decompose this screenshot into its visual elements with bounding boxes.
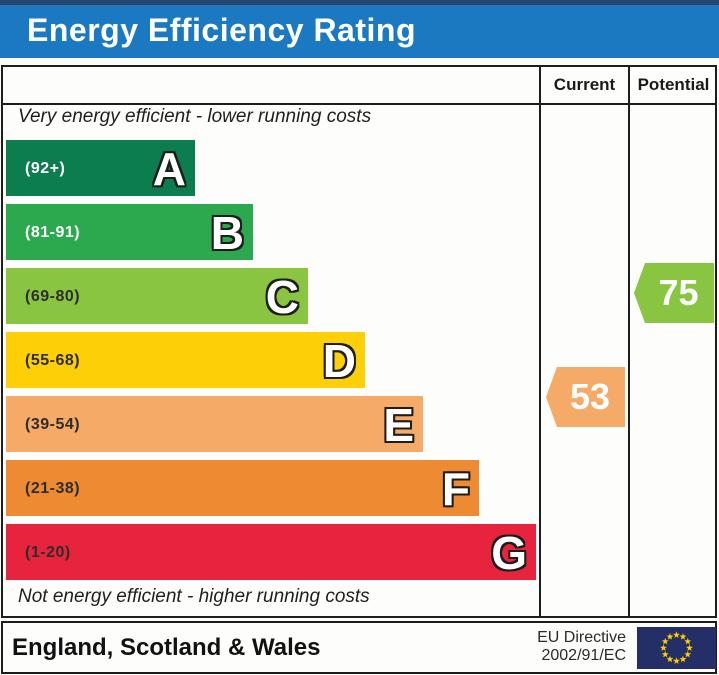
- band-letter: C: [265, 271, 299, 323]
- band-letter: A: [152, 143, 186, 195]
- band-range-label: (39-54): [25, 416, 81, 433]
- bottom-caption: Not energy efficient - higher running co…: [18, 586, 370, 607]
- band-range-label: (1-20): [25, 544, 71, 561]
- current-column-divider: [539, 65, 541, 618]
- top-caption: Very energy efficient - lower running co…: [18, 106, 372, 127]
- header-row-divider: [1, 103, 717, 105]
- current-rating-value: 53: [569, 376, 611, 417]
- band-letter: E: [383, 399, 414, 451]
- band-bar-a: (92+) A: [6, 140, 195, 196]
- band-range-label: (55-68): [25, 352, 81, 369]
- current-column-header: Current: [553, 75, 616, 94]
- region-label: England, Scotland & Wales: [12, 634, 321, 661]
- potential-column-header: Potential: [637, 75, 710, 94]
- page-title: Energy Efficiency Rating: [27, 12, 416, 48]
- current-rating-arrow: 53: [546, 367, 625, 427]
- band-letter: F: [441, 463, 470, 515]
- band-range-label: (81-91): [25, 224, 81, 241]
- band-letter: D: [322, 335, 356, 387]
- band-range-label: (21-38): [25, 480, 81, 497]
- eu-directive-label: EU Directive 2002/91/EC: [466, 629, 626, 665]
- eu-flag-icon: [637, 627, 716, 669]
- potential-column-divider: [628, 65, 630, 618]
- potential-rating-value: 75: [658, 272, 699, 313]
- band-range-label: (92+): [25, 160, 66, 177]
- title-bar: Energy Efficiency Rating: [0, 0, 719, 58]
- footer: [1, 621, 717, 674]
- band-bar-b: (81-91) B: [6, 204, 253, 260]
- eu-directive-line2: 2002/91/EC: [541, 647, 626, 664]
- band-letter: G: [491, 527, 527, 579]
- band-letter: B: [210, 207, 244, 259]
- band-range-label: (69-80): [25, 288, 81, 305]
- eu-directive-line1: EU Directive: [537, 629, 626, 646]
- potential-rating-arrow: 75: [634, 263, 714, 323]
- band-bar-f: (21-38) F: [6, 460, 479, 516]
- band-bar-g: (1-20) G: [6, 524, 536, 580]
- band-bar-e: (39-54) E: [6, 396, 423, 452]
- band-bar-d: (55-68) D: [6, 332, 365, 388]
- band-bar-c: (69-80) C: [6, 268, 308, 324]
